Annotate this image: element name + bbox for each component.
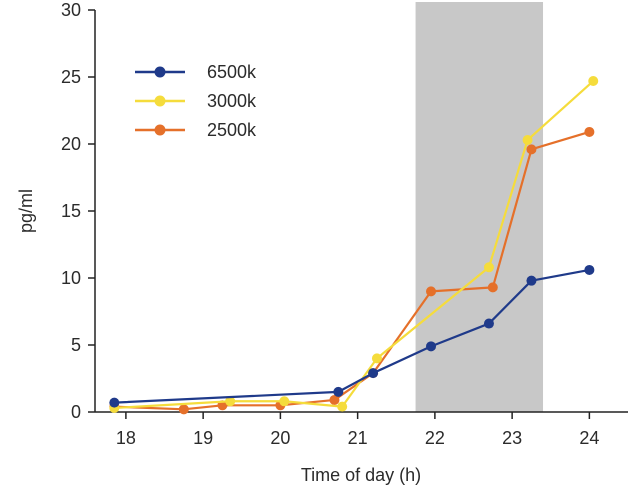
data-point-6500k-4 (483, 318, 494, 329)
legend-marker-6500k (154, 66, 166, 78)
data-point-6500k-6 (584, 264, 595, 275)
data-point-3000k-6 (522, 134, 533, 145)
legend-marker-2500k (154, 124, 166, 136)
shaded-region (415, 2, 544, 412)
y-tick-label-10: 10 (61, 268, 81, 288)
y-tick-label-25: 25 (61, 67, 81, 87)
y-tick-label-0: 0 (71, 402, 81, 422)
data-point-3000k-5 (483, 262, 494, 273)
series-line-2500k (114, 130, 590, 411)
legend-label-3000k: 3000k (207, 91, 257, 111)
data-point-2500k-6 (426, 286, 437, 297)
data-point-2500k-8 (526, 144, 537, 155)
x-tick-label-20: 20 (270, 428, 290, 448)
legend-label-6500k: 6500k (207, 62, 257, 82)
data-point-3000k-3 (337, 401, 348, 412)
legend-marker-3000k (154, 95, 166, 107)
data-point-6500k-3 (426, 341, 437, 352)
y-tick-label-20: 20 (61, 134, 81, 154)
x-tick-label-22: 22 (425, 428, 445, 448)
x-tick-label-24: 24 (579, 428, 599, 448)
data-point-3000k-4 (371, 353, 382, 364)
data-point-2500k-9 (584, 126, 595, 137)
data-point-2500k-7 (487, 282, 498, 293)
data-point-3000k-7 (588, 76, 599, 87)
data-point-2500k-4 (329, 394, 340, 405)
data-point-2500k-1 (178, 404, 189, 415)
x-tick-label-23: 23 (502, 428, 522, 448)
legend-label-2500k: 2500k (207, 120, 257, 140)
data-point-6500k-5 (526, 275, 537, 286)
y-tick-label-30: 30 (61, 0, 81, 20)
data-point-6500k-2 (368, 368, 379, 379)
x-tick-label-19: 19 (193, 428, 213, 448)
y-tick-label-15: 15 (61, 201, 81, 221)
y-tick-label-5: 5 (71, 335, 81, 355)
data-point-3000k-2 (279, 396, 290, 407)
series-line-3000k (114, 80, 594, 410)
data-point-3000k-1 (225, 396, 236, 407)
x-tick-label-18: 18 (116, 428, 136, 448)
y-axis-title: pg/ml (16, 189, 36, 233)
x-tick-label-21: 21 (348, 428, 368, 448)
x-axis-title: Time of day (h) (301, 465, 421, 485)
data-point-6500k-0 (109, 397, 120, 408)
data-point-6500k-1 (333, 386, 344, 397)
